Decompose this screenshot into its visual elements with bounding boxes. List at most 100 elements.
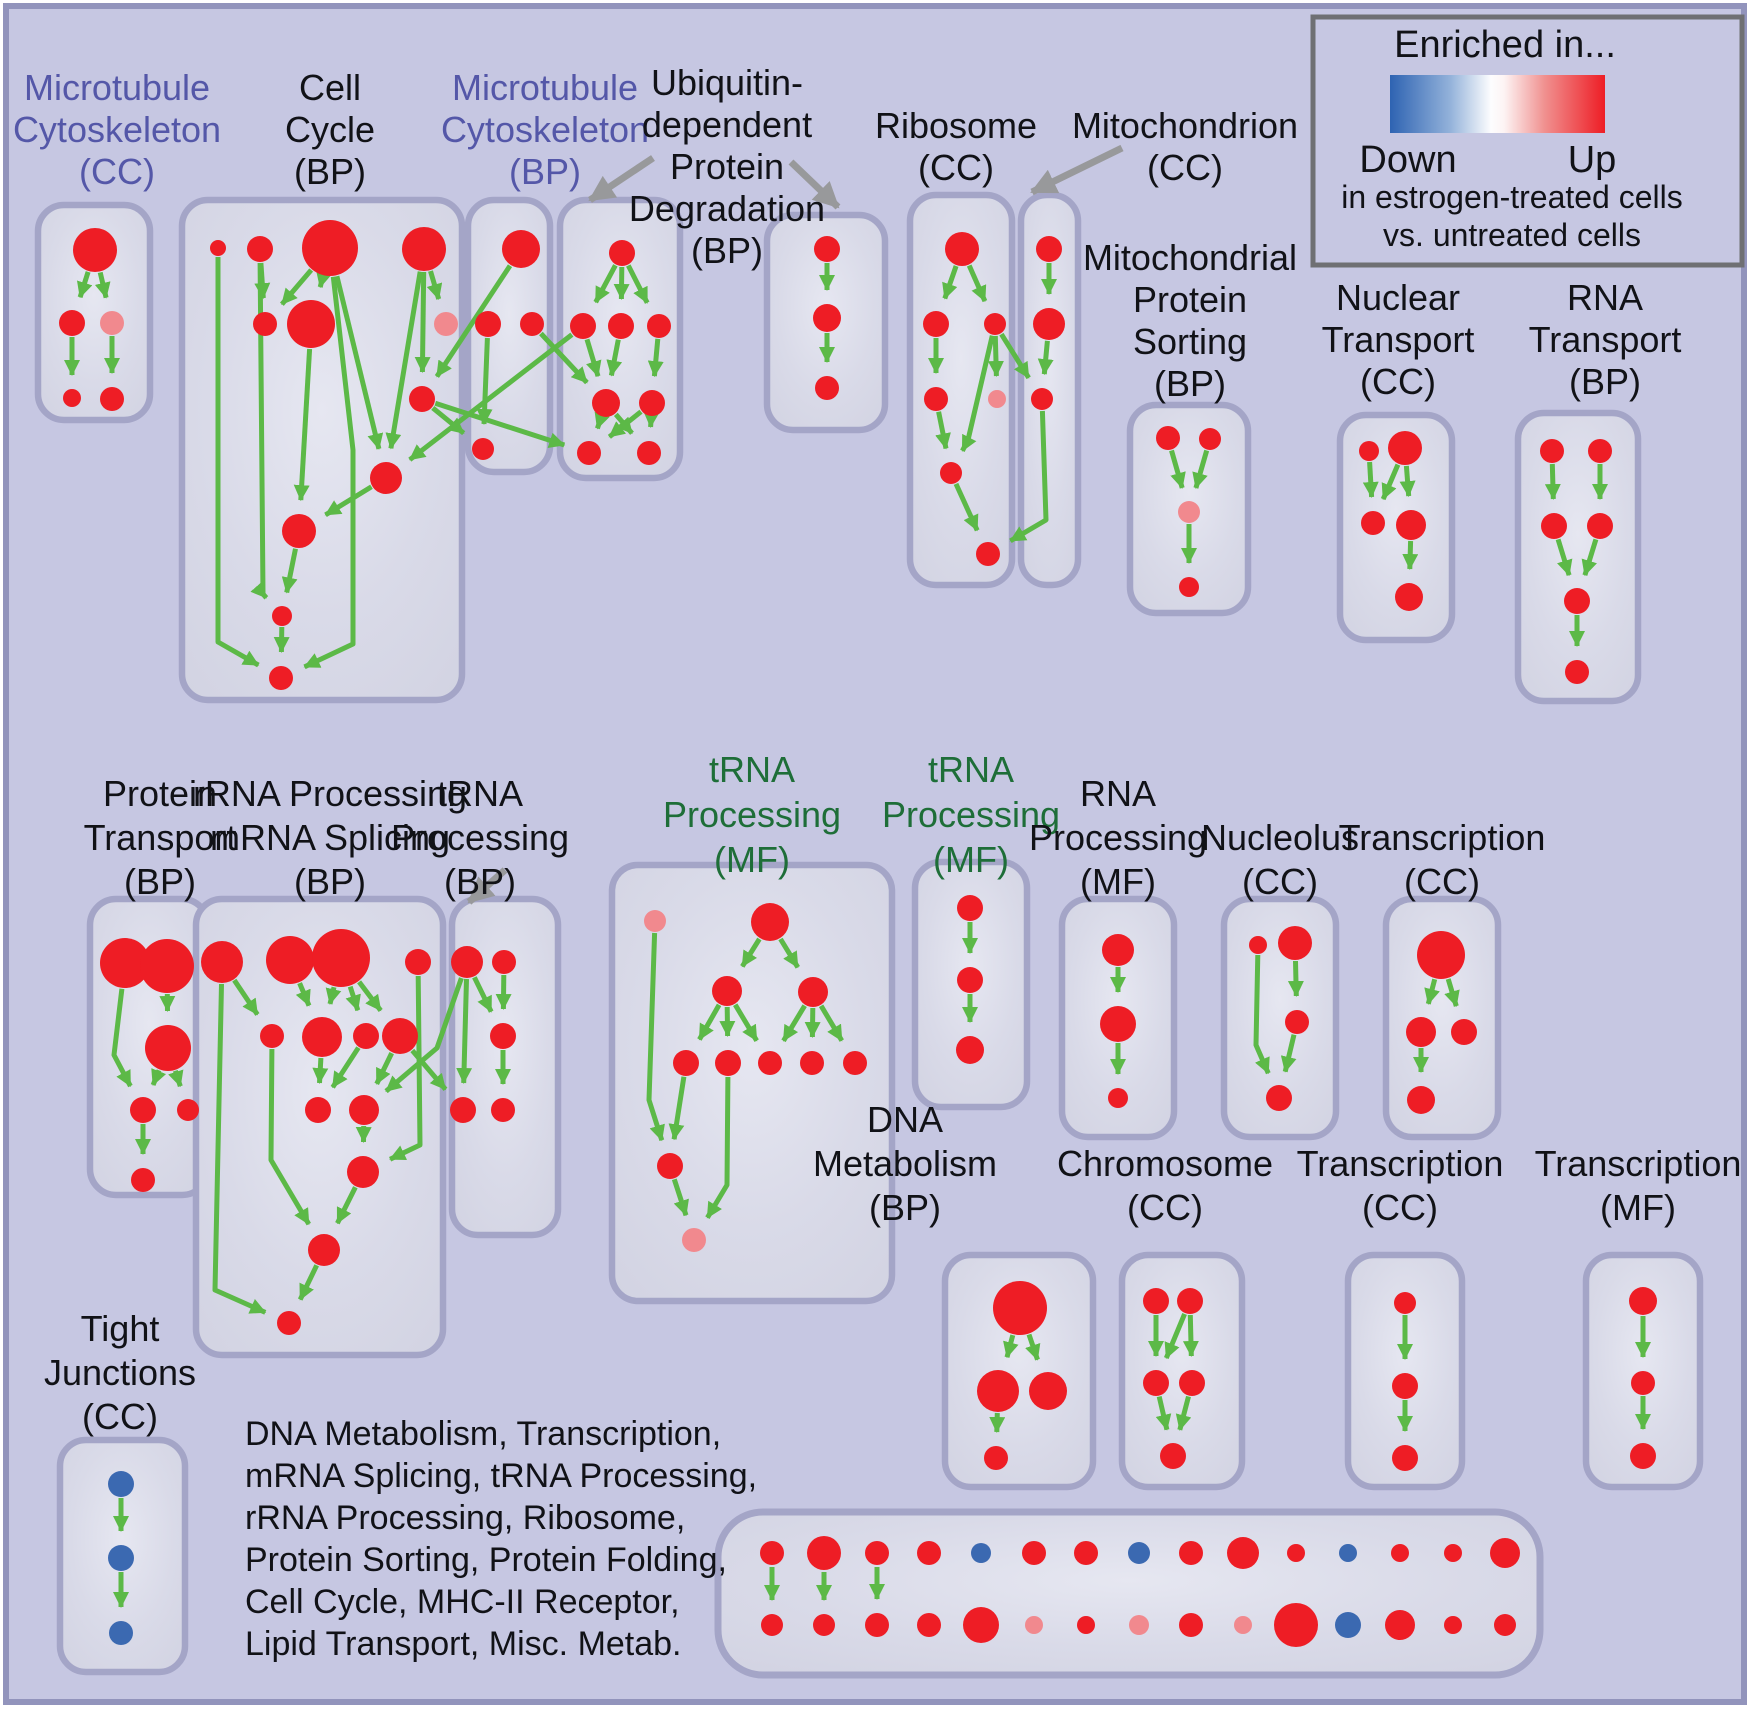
node-ub2 [570,313,596,339]
node-mt3 [1031,388,1053,410]
node-cc10 [282,514,316,548]
wide-summary-box [718,1512,1540,1675]
node-m1 [73,228,117,272]
node-tj3 [109,1621,133,1645]
node-nt3 [1361,511,1385,535]
node-t23 [1451,1019,1477,1045]
legend-down-label: Down [1359,139,1456,181]
node-dm3 [1029,1372,1067,1410]
node-ub5 [592,389,620,417]
node-ub7 [577,441,601,465]
summary-text-line3: rRNA Processing, Ribosome, [245,1499,685,1537]
node-dm1 [993,1281,1047,1335]
group-label-t4-line1: Transcription [1535,1143,1742,1184]
node-tm11 [682,1228,706,1252]
group-label-cc-line3: (BP) [294,151,366,192]
group-label-tj-line3: (CC) [82,1396,158,1437]
edge-cc3-cc6 [320,276,323,287]
node-rr5 [260,1024,284,1048]
node-m5 [100,387,124,411]
group-label-ch-line2: (CC) [1127,1187,1203,1228]
wide-box-bottom-node-2 [813,1614,835,1636]
wide-box-bottom-node-10 [1234,1616,1252,1634]
node-rt1 [1540,439,1564,463]
wide-box-top-node-3 [865,1541,889,1565]
node-rb1 [945,232,979,266]
group-label-ub-line5: (BP) [691,230,763,271]
node-rb3 [984,313,1006,335]
node-tm6 [715,1050,741,1076]
node-dm4 [984,1446,1008,1470]
node-ts2 [957,967,983,993]
group-label-rb-line1: Ribosome [875,105,1037,146]
wide-box-bottom-node-6 [1025,1616,1043,1634]
wide-box-top-node-6 [1022,1541,1046,1565]
node-uc1 [814,236,840,262]
node-cc1 [210,240,226,256]
group-label-tms-line3: (MF) [933,839,1009,880]
node-nt5 [1395,583,1423,611]
wide-box-top-node-15 [1490,1538,1520,1568]
wide-box-top-node-11 [1287,1544,1305,1562]
node-ub8 [637,441,661,465]
node-pt3 [145,1025,191,1071]
node-rm1 [1102,934,1134,966]
node-m3 [100,311,124,335]
node-ub4 [647,314,671,338]
node-rr3 [312,929,370,987]
group-label-mb-line2: Cytoskeleton [441,109,649,150]
node-cc9 [370,462,402,494]
group-label-mc-line3: (CC) [79,151,155,192]
node-t42 [1631,1371,1655,1395]
node-rr4 [405,949,431,975]
node-mb3 [520,312,544,336]
node-t43 [1630,1443,1656,1469]
legend-gradient-bar [1390,75,1605,133]
node-cc8 [409,386,435,412]
node-rr13 [277,1311,301,1335]
node-cc2 [247,236,273,262]
legend-subtitle-1: in estrogen-treated cells [1341,179,1683,215]
wide-box-bottom-node-1 [761,1614,783,1636]
node-ch2 [1177,1288,1203,1314]
node-uc3 [815,376,839,400]
group-label-tj-line2: Junctions [44,1352,196,1393]
wide-box-top-node-12 [1339,1544,1357,1562]
node-rb5 [988,390,1006,408]
node-ch5 [1160,1443,1186,1469]
node-pt5 [177,1099,199,1121]
wide-box-top-node-13 [1391,1544,1409,1562]
edge-cc4-cc8 [422,272,423,372]
group-label-tms-line1: tRNA [928,749,1014,790]
edge-nt2-nt4 [1406,466,1408,496]
group-label-ub-line1: Ubiquitin- [651,62,803,103]
group-label-tm-line3: (MF) [714,839,790,880]
node-cc4 [402,227,446,271]
wide-box-top-node-5 [971,1543,991,1563]
node-rr12 [308,1234,340,1266]
group-box-rt [1518,413,1638,701]
group-label-rt-line2: Transport [1529,319,1682,360]
group-label-tm-line1: tRNA [709,749,795,790]
node-rr7 [353,1023,379,1049]
node-cc6 [287,300,335,348]
node-tm4 [798,977,828,1007]
node-t21 [1417,931,1465,979]
node-ch1 [1143,1288,1169,1314]
node-rr11 [347,1156,379,1188]
group-label-nt-line2: Transport [1322,319,1475,360]
wide-box-bottom-node-15 [1494,1614,1516,1636]
group-label-dm-line3: (BP) [869,1187,941,1228]
edge-ub6-ub8 [651,417,652,427]
node-tb2 [492,950,516,974]
group-label-nt-line3: (CC) [1360,361,1436,402]
edge-rr6-rr9 [320,1058,321,1083]
group-label-mps-line3: Sorting [1133,321,1247,362]
node-mt1 [1036,236,1062,262]
node-mb1 [502,230,540,268]
node-tm1 [644,910,666,932]
node-tm8 [800,1051,824,1075]
node-mb4 [472,438,494,460]
